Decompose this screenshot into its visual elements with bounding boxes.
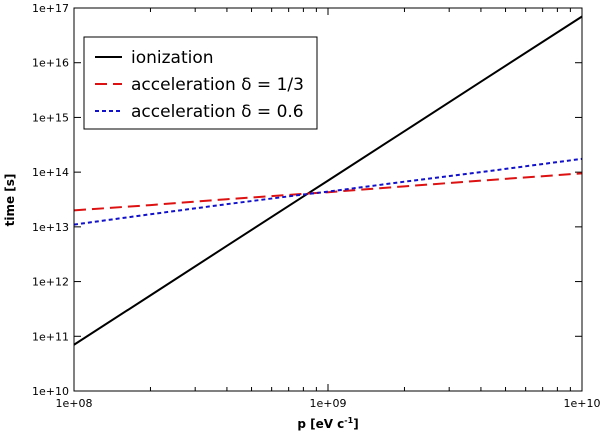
legend-label-2: acceleration δ = 0.6	[131, 102, 304, 122]
x-axis-label-suffix: ]	[353, 417, 358, 431]
y-tick-label: 1e+17	[32, 2, 69, 15]
y-tick-label: 1e+15	[32, 111, 69, 124]
x-axis-label-superscript: -1	[344, 416, 353, 425]
x-tick-label: 1e+08	[56, 397, 93, 410]
x-tick-label: 1e+09	[310, 397, 347, 410]
x-tick-labels: 1e+08 1e+09 1e+10	[56, 397, 600, 410]
y-tick-label: 1e+14	[32, 166, 69, 179]
y-tick-label: 1e+12	[32, 276, 69, 289]
x-axis-label-main: p [eV c	[297, 417, 344, 431]
series-line-1	[73, 172, 583, 212]
x-axis-label: p [eV c-1]	[297, 416, 358, 431]
legend: ionization acceleration δ = 1/3 accelerati…	[83, 36, 318, 130]
y-tick-label: 1e+13	[32, 221, 69, 234]
minor-ticks	[149, 8, 571, 391]
y-axis-label: time [s]	[3, 174, 17, 227]
series-layer	[73, 15, 583, 346]
y-tick-label: 1e+11	[32, 330, 69, 343]
y-tick-label: 1e+10	[32, 385, 69, 398]
legend-box	[83, 36, 318, 130]
series-line-0	[73, 15, 583, 346]
x-tick-label: 1e+10	[564, 397, 600, 410]
legend-label-1: acceleration δ = 1/3	[131, 75, 304, 95]
plot-frame	[73, 7, 583, 392]
y-tick-labels: 1e+10 1e+11 1e+12 1e+13 1e+14 1e+15 1e+16 1e+17	[32, 2, 69, 398]
legend-items: ionization acceleration δ = 1/3 accelerati…	[95, 48, 304, 122]
y-tick-label: 1e+16	[32, 57, 69, 70]
legend-label-0: ionization	[131, 48, 214, 68]
